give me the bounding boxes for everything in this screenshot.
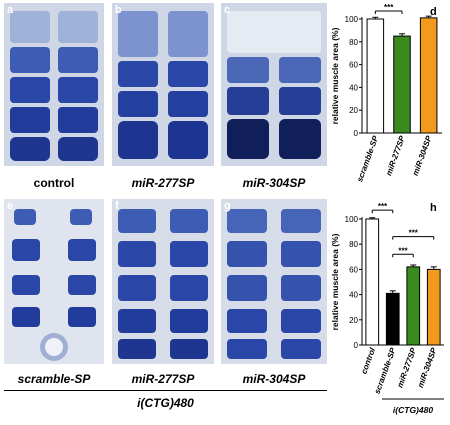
caption-f: miR-277SP	[131, 372, 195, 386]
chart-d-bar-1	[393, 35, 411, 134]
panel-label-e: e	[7, 200, 14, 212]
caption-b: miR-277SP	[131, 176, 195, 190]
muscle-section-e	[4, 199, 104, 364]
micrograph-g: g	[221, 199, 327, 364]
muscle-section-a	[4, 3, 104, 166]
caption-c: miR-304SP	[242, 176, 306, 190]
chart-h-group-label: i(CTG)480	[393, 405, 433, 415]
chart-d-ytick-label-5: 100	[345, 15, 359, 24]
micrograph-e: e	[4, 199, 104, 364]
chart-h-ytick-label-1: 20	[349, 316, 358, 325]
chart-h-ytick-label-0: 0	[354, 341, 359, 350]
chart-h-sig-label-2: ***	[409, 229, 419, 238]
chart-h-svg: h relative muscle area (%) 0 20 40 60 80 100 con…	[330, 202, 444, 415]
micrograph-c: c	[221, 3, 327, 166]
caption-g: miR-304SP	[242, 372, 306, 386]
chart-d-bar-0	[366, 18, 385, 134]
panel-label-c: c	[224, 4, 231, 16]
chart-d-ytick-label-0: 0	[354, 129, 359, 138]
chart-h-bar-2	[406, 266, 421, 346]
chart-d-xtick-label-0: scramble-SP	[355, 134, 380, 183]
chart-h-ytick-label-4: 80	[349, 240, 358, 249]
chart-d-sig-label-0: ***	[384, 3, 394, 12]
chart-d-ylabel: relative muscle area (%)	[330, 27, 340, 124]
chart-h-sig-label-1: ***	[398, 246, 408, 255]
panel-label-b: b	[115, 4, 122, 16]
chart-h-ytick-label-2: 40	[349, 291, 358, 300]
chart-h-bar-3	[426, 268, 441, 346]
muscle-section-c	[221, 3, 327, 166]
chart-h-xtick-label-2: miR-277SP	[395, 346, 418, 389]
micrograph-f: f	[112, 199, 214, 364]
group-underline	[4, 390, 327, 391]
panel-label-g: g	[224, 200, 231, 212]
panel-label-f: f	[115, 200, 119, 212]
chart-d-ytick-label-4: 80	[349, 38, 358, 47]
caption-e: scramble-SP	[17, 372, 91, 386]
chart-d-ytick-label-1: 20	[349, 106, 358, 115]
panel-label-a: a	[7, 4, 14, 16]
chart-h-ytick-label-5: 100	[345, 215, 359, 224]
chart-h-bar-1	[385, 292, 400, 346]
chart-h-xtick-label-3: miR-304SP	[416, 346, 439, 389]
chart-h-ytick-label-3: 60	[349, 265, 358, 274]
group-label: i(CTG)480	[137, 396, 194, 410]
chart-h-sig-label-0: ***	[378, 202, 388, 211]
chart-h-panel-label: h	[430, 202, 437, 214]
chart-h-xtick-label-1: scramble-SP	[373, 346, 398, 395]
chart-d-panel-label: d	[430, 6, 437, 18]
micrograph-a: a	[4, 3, 104, 166]
chart-h-bar-0	[365, 218, 380, 346]
chart-h-ylabel: relative muscle area (%)	[330, 233, 340, 330]
chart-d-ytick-label-3: 60	[349, 61, 358, 70]
muscle-section-f	[112, 199, 214, 364]
chart-d-svg: d relative muscle area (%) 0 20 40 60 80 100 scr…	[330, 3, 442, 183]
muscle-section-b	[112, 3, 214, 166]
chart-d-xtick-label-1: miR-277SP	[384, 134, 407, 177]
caption-a: control	[33, 176, 75, 190]
muscle-section-g	[221, 199, 327, 364]
chart-d-xtick-label-2: miR-304SP	[411, 134, 434, 177]
chart-h: h relative muscle area (%) 0 20 40 60 80 100 con…	[330, 199, 448, 423]
chart-d-ytick-label-2: 40	[349, 83, 358, 92]
chart-d: d relative muscle area (%) 0 20 40 60 80 100 scr…	[330, 3, 448, 193]
micrograph-b: b	[112, 3, 214, 166]
chart-d-bar-2	[419, 17, 438, 134]
chart-h-xtick-label-0: control	[359, 346, 377, 375]
